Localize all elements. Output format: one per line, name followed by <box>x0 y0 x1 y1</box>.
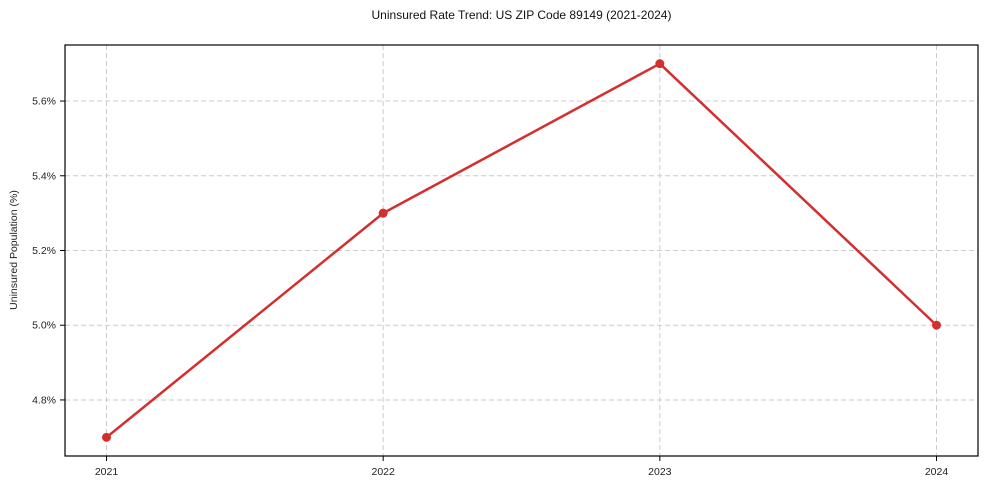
data-point-2022 <box>378 208 388 218</box>
x-tick-label: 2021 <box>95 466 119 478</box>
x-tick-label: 2023 <box>648 466 672 478</box>
y-tick-label: 5.0% <box>32 320 56 332</box>
data-point-2021 <box>102 432 111 442</box>
y-tick-label: 5.6% <box>32 96 56 108</box>
x-tick-label: 2022 <box>371 466 395 478</box>
y-tick-label: 5.2% <box>32 245 56 257</box>
x-tick-label: 2024 <box>925 466 949 478</box>
y-tick-label: 5.4% <box>32 170 56 182</box>
data-point-2023 <box>655 59 665 69</box>
chart-title: Uninsured Rate Trend: US ZIP Code 89149 … <box>371 8 672 22</box>
data-point-2024 <box>932 320 941 330</box>
trend-line <box>105 62 938 439</box>
y-tick-label: 4.8% <box>32 394 56 406</box>
